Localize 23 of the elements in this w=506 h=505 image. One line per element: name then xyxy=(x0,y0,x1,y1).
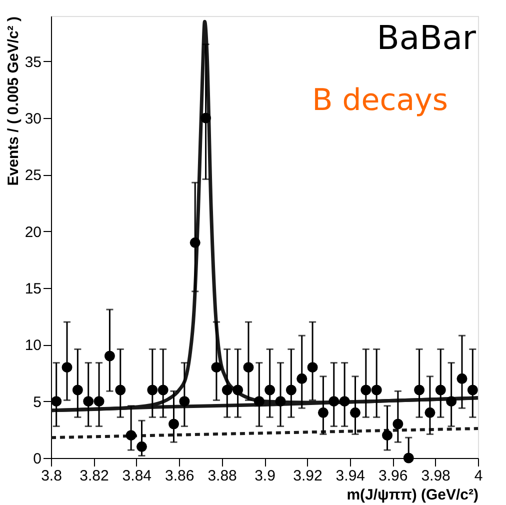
x-tick-label: 4 xyxy=(474,468,483,484)
annotation: BaBar xyxy=(376,18,476,57)
y-tick-label: 25 xyxy=(24,167,42,184)
x-tick-label: 3.88 xyxy=(208,468,237,484)
y-tick-label: 5 xyxy=(33,394,42,411)
x-axis-title: m(J/ψππ) (GeV/c²) xyxy=(346,486,478,504)
x-tick-label: 3.84 xyxy=(122,468,152,484)
x-tick-label: 3.82 xyxy=(80,468,109,484)
x-tick-label: 3.86 xyxy=(165,468,194,484)
y-tick-label: 10 xyxy=(24,337,42,354)
x-tick-label: 3.96 xyxy=(378,468,408,484)
annotation: B decays xyxy=(312,83,448,118)
y-tick-label: 35 xyxy=(24,54,42,71)
x-tick-label: 3.94 xyxy=(336,468,365,484)
y-tick-label: 0 xyxy=(33,450,42,468)
y-tick-label: 30 xyxy=(24,110,42,128)
y-tick-label: 15 xyxy=(24,280,42,298)
x-tick-label: 3.92 xyxy=(293,468,322,484)
x-tick-label: 3.8 xyxy=(41,468,62,484)
x-tick-label: 3.9 xyxy=(254,468,276,484)
y-axis-title: Events / ( 0.005 GeV/c² ) xyxy=(4,16,22,186)
y-tick-label: 20 xyxy=(24,224,42,241)
x-tick-label: 3.98 xyxy=(421,468,450,484)
